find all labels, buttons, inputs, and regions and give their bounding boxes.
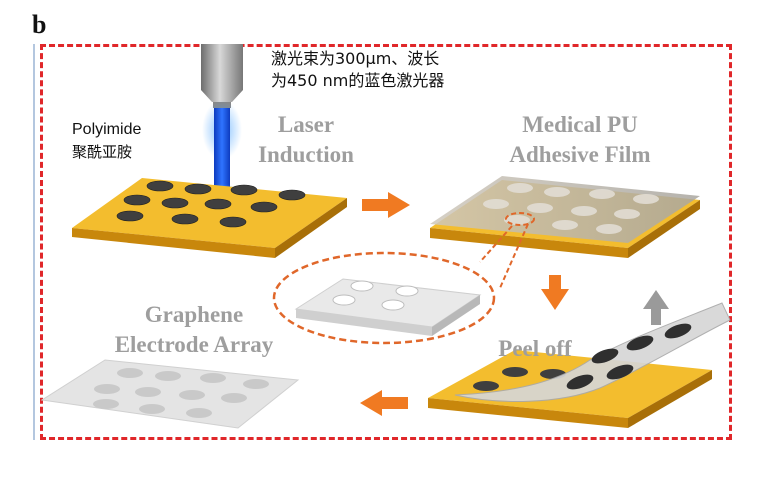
polyimide-substrate [72, 178, 347, 258]
panel-edge-line [33, 44, 35, 440]
step-laser-induction: Laser Induction [258, 112, 354, 167]
step-graphene: Graphene Electrode Array [114, 302, 274, 357]
arrow-up-grey-icon [643, 290, 669, 325]
polyimide-label-cn: 聚酰亚胺 [72, 143, 133, 161]
arrow-right-icon [362, 192, 410, 218]
arrow-down-icon [541, 275, 569, 310]
laser-annotation: 激光束为300μm、波长 为450 nm的蓝色激光器 [271, 49, 445, 90]
laser-head-icon [201, 44, 243, 108]
arrow-left-icon [360, 390, 408, 416]
polyimide-label-en: Polyimide [72, 121, 142, 138]
graphene-array-film [40, 359, 300, 429]
pu-film-substrate [430, 176, 700, 258]
step-medical-pu: Medical PU Adhesive Film [509, 112, 651, 167]
step-peel-off: Peel off [498, 336, 572, 361]
zoom-callout [272, 212, 535, 345]
peel-off-substrate [428, 302, 731, 428]
panel-label: b [32, 10, 47, 39]
dashed-frame [40, 44, 732, 440]
